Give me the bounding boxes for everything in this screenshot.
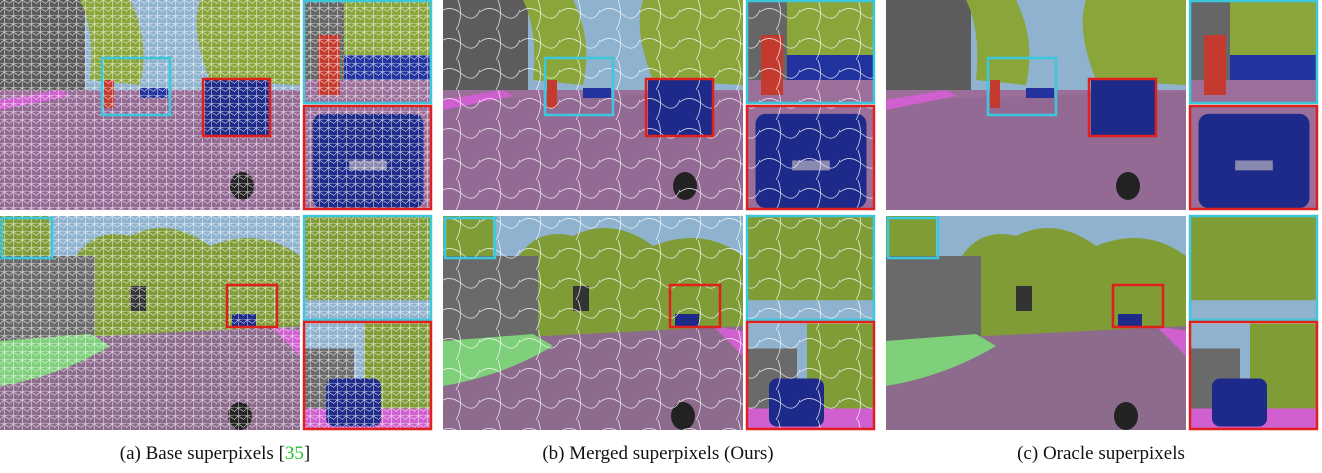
citation-link[interactable]: 35 xyxy=(284,443,304,464)
caption: (b) Merged superpixels (Ours) xyxy=(443,443,873,465)
caption-text: (a) Base superpixels [ xyxy=(119,443,285,464)
caption: (a) Base superpixels [35] xyxy=(0,443,430,465)
zoom-boxes xyxy=(0,0,1319,431)
caption-text: (c) Oracle superpixels xyxy=(1017,443,1185,464)
caption: (c) Oracle superpixels xyxy=(886,443,1316,465)
caption-text: (b) Merged superpixels (Ours) xyxy=(542,443,774,464)
caption-text: ] xyxy=(303,443,311,464)
panel-b xyxy=(443,0,875,430)
figure-images xyxy=(0,0,1319,431)
